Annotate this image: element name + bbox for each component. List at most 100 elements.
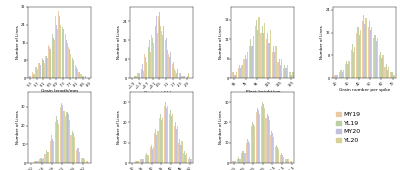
Bar [78,72,79,78]
Bar [52,139,53,163]
Bar [169,57,170,78]
Bar [257,108,258,163]
Bar [143,71,144,78]
Bar [234,75,236,78]
Bar [280,65,281,78]
Y-axis label: Number of Lines: Number of Lines [219,111,223,144]
Bar [239,65,240,78]
Bar [187,76,188,78]
Bar [159,118,160,163]
Bar [238,69,239,78]
Bar [288,159,289,163]
Bar [70,135,72,163]
Bar [35,67,36,78]
Bar [76,150,77,163]
Y-axis label: Number of Lines: Number of Lines [117,111,121,144]
Bar [46,58,47,78]
Bar [289,72,290,78]
Bar [236,72,237,78]
Bar [188,73,189,78]
Bar [264,108,265,163]
Bar [31,76,32,78]
Bar [371,27,372,78]
Bar [335,75,336,78]
Bar [277,147,278,163]
Bar [77,69,78,78]
Bar [167,50,168,78]
Bar [178,143,180,163]
Bar [65,116,66,163]
Bar [67,42,68,78]
Bar [171,116,172,163]
Bar [183,76,184,78]
Bar [166,108,167,163]
Bar [256,20,257,78]
Bar [42,60,43,78]
Bar [84,159,85,163]
Bar [165,40,166,78]
Bar [135,161,136,163]
Bar [146,153,147,163]
Bar [161,120,162,163]
Bar [147,155,148,163]
Bar [286,65,288,78]
Bar [135,76,136,78]
Bar [268,120,270,163]
Bar [387,70,388,78]
Bar [233,161,234,163]
Bar [238,157,239,163]
Bar [247,52,248,78]
Bar [183,153,184,163]
Bar [56,116,57,163]
Bar [243,59,244,78]
Bar [136,161,137,163]
Bar [82,76,83,78]
Bar [154,133,156,163]
Bar [257,30,258,78]
Bar [252,122,253,163]
Bar [348,61,350,78]
X-axis label: Grain length/mm: Grain length/mm [41,89,78,93]
Bar [33,74,34,78]
Bar [345,64,346,78]
Bar [247,139,248,163]
Bar [275,46,276,78]
Bar [262,26,263,78]
Bar [388,67,389,78]
Bar [290,161,292,163]
Bar [337,75,338,78]
Bar [268,116,269,163]
Bar [77,148,78,163]
Bar [356,32,358,78]
Bar [28,76,29,78]
Bar [381,58,382,78]
Bar [370,30,371,78]
Bar [175,122,176,163]
Bar [278,59,280,78]
Bar [50,51,51,78]
Bar [140,66,141,78]
Bar [73,133,74,163]
Bar [38,63,39,78]
Bar [186,153,187,163]
Bar [284,65,286,78]
Bar [380,53,381,78]
Bar [336,75,337,78]
Bar [272,133,274,163]
X-axis label: Grain width/mm: Grain width/mm [144,91,179,95]
Bar [162,118,163,163]
Bar [188,159,189,163]
Bar [391,72,393,78]
Bar [379,55,380,78]
Bar [78,148,79,163]
Bar [75,65,76,78]
Bar [271,131,272,163]
Bar [163,26,164,78]
Bar [148,155,149,163]
Bar [34,74,35,78]
Bar [261,106,262,163]
Bar [158,16,159,78]
Bar [56,25,57,78]
Bar [48,152,49,163]
Bar [273,46,274,78]
